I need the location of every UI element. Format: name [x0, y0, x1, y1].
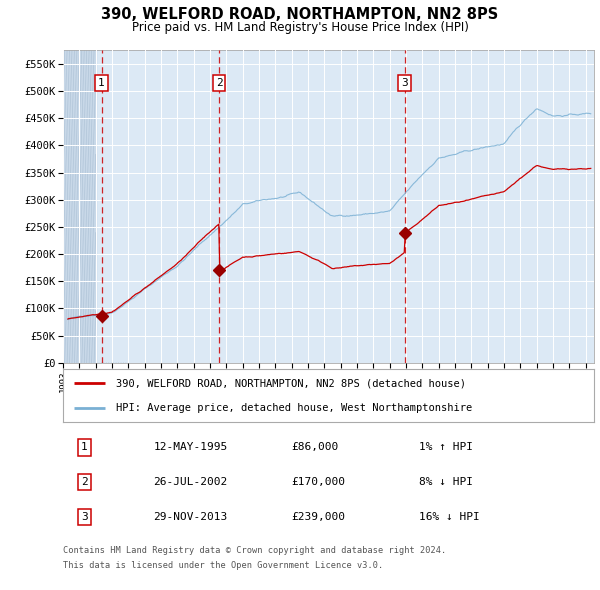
Text: 29-NOV-2013: 29-NOV-2013: [153, 512, 227, 522]
Text: Contains HM Land Registry data © Crown copyright and database right 2024.: Contains HM Land Registry data © Crown c…: [63, 546, 446, 555]
Text: £86,000: £86,000: [292, 442, 338, 453]
Text: This data is licensed under the Open Government Licence v3.0.: This data is licensed under the Open Gov…: [63, 560, 383, 569]
Text: 2: 2: [216, 78, 223, 88]
Text: £170,000: £170,000: [292, 477, 346, 487]
Text: 390, WELFORD ROAD, NORTHAMPTON, NN2 8PS (detached house): 390, WELFORD ROAD, NORTHAMPTON, NN2 8PS …: [116, 378, 466, 388]
Text: £239,000: £239,000: [292, 512, 346, 522]
Text: 3: 3: [81, 512, 88, 522]
Text: HPI: Average price, detached house, West Northamptonshire: HPI: Average price, detached house, West…: [116, 402, 472, 412]
Text: 26-JUL-2002: 26-JUL-2002: [153, 477, 227, 487]
Text: 16% ↓ HPI: 16% ↓ HPI: [419, 512, 479, 522]
Bar: [63, 50, 95, 363]
Text: 2: 2: [81, 477, 88, 487]
Text: Price paid vs. HM Land Registry's House Price Index (HPI): Price paid vs. HM Land Registry's House …: [131, 21, 469, 34]
Text: 1% ↑ HPI: 1% ↑ HPI: [419, 442, 473, 453]
Text: 12-MAY-1995: 12-MAY-1995: [153, 442, 227, 453]
Text: 390, WELFORD ROAD, NORTHAMPTON, NN2 8PS: 390, WELFORD ROAD, NORTHAMPTON, NN2 8PS: [101, 7, 499, 22]
Text: 3: 3: [401, 78, 408, 88]
Text: 1: 1: [81, 442, 88, 453]
Text: 8% ↓ HPI: 8% ↓ HPI: [419, 477, 473, 487]
Text: 1: 1: [98, 78, 105, 88]
